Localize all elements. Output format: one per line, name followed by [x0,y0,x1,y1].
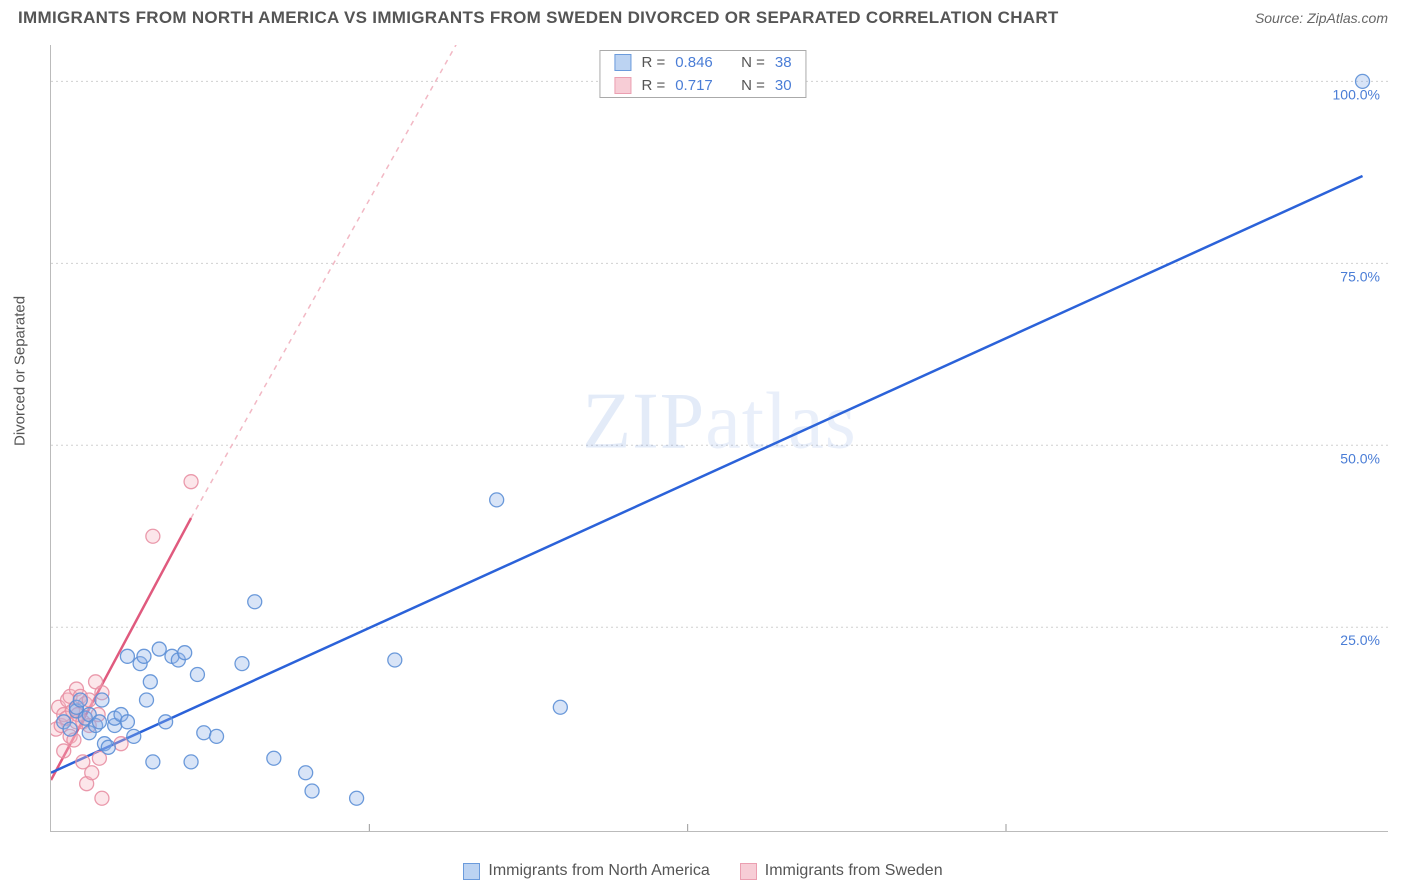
chart-title: IMMIGRANTS FROM NORTH AMERICA VS IMMIGRA… [18,8,1059,28]
svg-text:75.0%: 75.0% [1340,268,1380,284]
legend-item-sw: Immigrants from Sweden [740,862,943,880]
legend-item-na: Immigrants from North America [463,862,709,880]
stats-row-sw: R = 0.717 N = 30 [600,74,805,97]
svg-text:100.0%: 100.0% [1333,86,1380,102]
source-attribution: Source: ZipAtlas.com [1255,10,1388,26]
correlation-stats-legend: R = 0.846 N = 38 R = 0.717 N = 30 [599,50,806,98]
swatch-na [614,54,631,71]
n-label: N = [741,54,765,71]
legend-label-na: Immigrants from North America [488,862,709,880]
r-value-na: 0.846 [675,54,713,71]
chart-plot-area: 25.0%50.0%75.0%100.0%0.0%100.0% ZIPatlas [50,45,1388,832]
r-value-sw: 0.717 [675,77,713,94]
swatch-sw [740,863,757,880]
swatch-sw [614,77,631,94]
r-label: R = [641,54,665,71]
n-value-sw: 30 [775,77,792,94]
scatter-plot-svg: 25.0%50.0%75.0%100.0%0.0%100.0% [51,45,1388,831]
y-axis-label: Divorced or Separated [12,296,29,446]
svg-text:50.0%: 50.0% [1340,450,1380,466]
legend-label-sw: Immigrants from Sweden [765,862,943,880]
n-value-na: 38 [775,54,792,71]
n-label: N = [741,77,765,94]
stats-row-na: R = 0.846 N = 38 [600,51,805,74]
series-legend: Immigrants from North America Immigrants… [0,862,1406,880]
svg-text:25.0%: 25.0% [1340,632,1380,648]
r-label: R = [641,77,665,94]
swatch-na [463,863,480,880]
